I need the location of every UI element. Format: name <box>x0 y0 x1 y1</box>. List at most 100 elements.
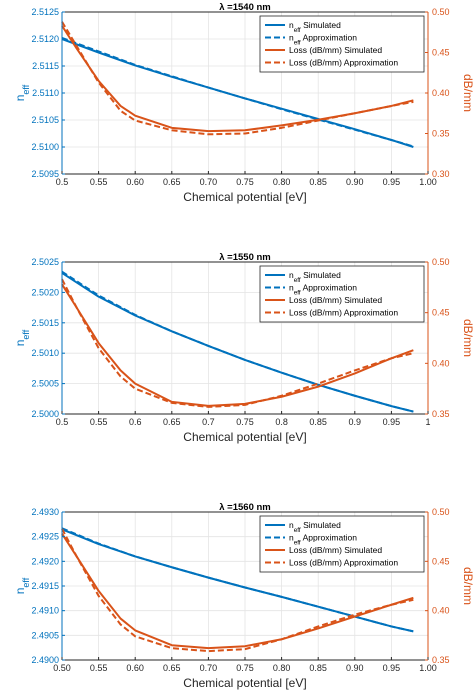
y-tick-label-right: 0.30 <box>432 169 450 179</box>
legend-label: Loss (dB/mm) Approximation <box>289 58 398 68</box>
x-tick-label: 0.80 <box>273 663 291 673</box>
y-axis-label-left: neff <box>13 329 31 346</box>
y-tick-label-left: 2.4930 <box>31 507 59 517</box>
legend-label: neff Simulated <box>289 520 341 534</box>
x-tick-label: 0.70 <box>200 177 218 187</box>
legend-box <box>259 265 425 323</box>
x-tick-label: 0.60 <box>126 177 144 187</box>
x-tick-label: 0.95 <box>383 177 401 187</box>
legend-label: Loss (dB/mm) Simulated <box>289 295 382 305</box>
legend-label: Loss (dB/mm) Approximation <box>289 558 398 568</box>
y-axis-label-right: dB/mm <box>461 567 474 605</box>
legend-label: Loss (dB/mm) Simulated <box>289 45 382 55</box>
x-tick-label: 0.8 <box>275 417 288 427</box>
chart-title: λ =1560 nm <box>219 502 271 513</box>
x-tick-label: 0.5 <box>56 417 69 427</box>
series-line-4 <box>61 528 414 653</box>
legend-label: neff Simulated <box>289 270 341 284</box>
y-tick-label-right: 0.35 <box>432 129 450 139</box>
series-line-3 <box>61 283 414 407</box>
y-tick-label-right: 0.45 <box>432 308 450 318</box>
series-line-2 <box>61 36 414 148</box>
y-tick-label-left: 2.4910 <box>31 606 59 616</box>
x-axis-label: Chemical potential [eV] <box>183 676 306 690</box>
x-tick-label: 0.50 <box>53 663 71 673</box>
y-tick-label-left: 2.5015 <box>31 318 59 328</box>
y-tick-label-right: 0.45 <box>432 556 450 566</box>
x-tick-label: 1 <box>425 417 430 427</box>
y-tick-label-right: 0.40 <box>432 606 450 616</box>
x-tick-label: 0.60 <box>126 663 144 673</box>
x-tick-label: 0.95 <box>383 663 401 673</box>
y-tick-label-left: 2.5100 <box>31 142 59 152</box>
y-tick-label-left: 2.5095 <box>31 169 59 179</box>
y-tick-label-left: 2.4920 <box>31 556 59 566</box>
x-tick-label: 0.75 <box>236 177 254 187</box>
series-line-4 <box>61 21 414 136</box>
series-line-2 <box>61 527 414 633</box>
chart-title: λ =1540 nm <box>219 2 271 13</box>
y-tick-label-left: 2.5010 <box>31 348 59 358</box>
y-tick-label-left: 2.5005 <box>31 379 59 389</box>
y-tick-label-right: 0.45 <box>432 48 450 58</box>
y-tick-label-right: 0.35 <box>432 655 450 665</box>
series-line-2 <box>61 270 414 413</box>
y-tick-label-left: 2.5000 <box>31 409 59 419</box>
x-axis-label: Chemical potential [eV] <box>183 430 306 444</box>
legend-box <box>259 15 425 73</box>
y-tick-label-left: 2.4915 <box>31 581 59 591</box>
x-tick-label: 0.7 <box>202 417 215 427</box>
x-tick-label: 0.65 <box>163 417 181 427</box>
y-tick-label-left: 2.4905 <box>31 630 59 640</box>
legend-label: neff Approximation <box>289 33 357 47</box>
x-tick-label: 0.75 <box>236 417 254 427</box>
y-axis-label-right: dB/mm <box>461 319 474 357</box>
x-tick-label: 0.95 <box>383 417 401 427</box>
chart-panel-2: 0.5 0.55 0.6 0.65 0.7 0.75 0.8 0.85 0.9 0.95 1 2.50… <box>13 252 474 444</box>
y-tick-label-left: 2.5110 <box>32 88 59 98</box>
x-tick-label: 0.80 <box>273 177 291 187</box>
x-tick-label: 0.70 <box>200 663 218 673</box>
y-tick-label-left: 2.4900 <box>31 655 59 665</box>
legend-label: Loss (dB/mm) Simulated <box>289 545 382 555</box>
x-tick-label: 0.85 <box>309 663 327 673</box>
y-axis-label-right: dB/mm <box>461 74 474 112</box>
y-tick-label-right: 0.35 <box>432 409 450 419</box>
x-tick-label: 0.90 <box>346 663 364 673</box>
x-tick-label: 0.75 <box>236 663 254 673</box>
y-axis-label-left: neff <box>13 84 31 101</box>
series-line-3 <box>61 533 414 650</box>
y-tick-label-left: 2.5025 <box>31 257 59 267</box>
x-tick-label: 0.55 <box>90 177 108 187</box>
x-tick-label: 1.00 <box>419 663 437 673</box>
x-tick-label: 0.65 <box>163 663 181 673</box>
chart-title: λ =1550 nm <box>219 252 271 263</box>
x-tick-label: 0.90 <box>346 177 364 187</box>
legend-label: neff Approximation <box>289 283 357 297</box>
x-tick-label: 0.55 <box>90 417 108 427</box>
y-axis-label-left: neff <box>13 577 31 594</box>
x-tick-label: 0.6 <box>129 417 142 427</box>
x-tick-label: 0.9 <box>349 417 362 427</box>
legend-label: neff Simulated <box>289 20 341 34</box>
y-tick-label-left: 2.5120 <box>31 34 59 44</box>
x-tick-label: 0.85 <box>309 417 327 427</box>
x-tick-label: 1.00 <box>419 177 437 187</box>
y-tick-label-left: 2.5105 <box>31 115 59 125</box>
x-tick-label: 0.55 <box>90 663 108 673</box>
y-tick-label-left: 2.5020 <box>31 287 59 297</box>
y-tick-label-right: 0.50 <box>432 507 450 517</box>
x-tick-label: 0.65 <box>163 177 181 187</box>
y-tick-label-left: 2.5115 <box>32 61 59 71</box>
chart-panel-1: 0.5 0.55 0.60 0.65 0.70 0.75 0.80 0.85 0.90 0.95 1… <box>13 2 474 204</box>
y-tick-label-right: 0.40 <box>432 358 450 368</box>
legend-label: neff Approximation <box>289 533 357 547</box>
x-axis-label: Chemical potential [eV] <box>183 190 306 204</box>
x-tick-label: 0.5 <box>56 177 69 187</box>
y-tick-label-right: 0.50 <box>432 257 450 267</box>
